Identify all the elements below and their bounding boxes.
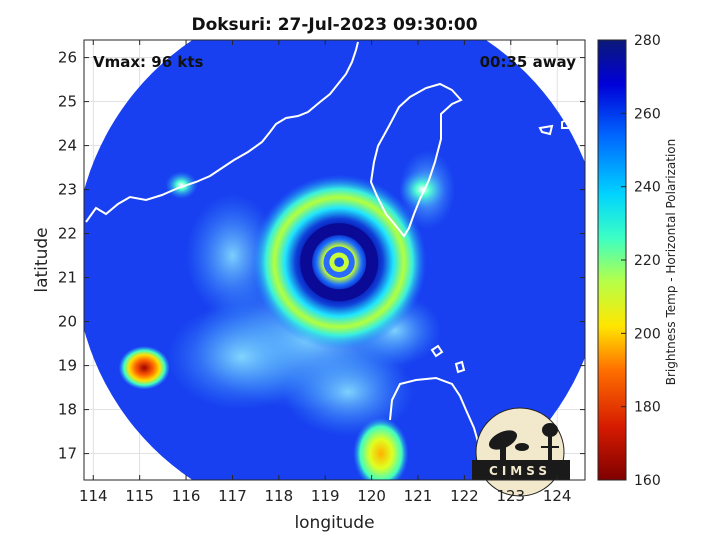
colorbar-tick-label: 260 [634,106,661,122]
y-tick-label: 20 [58,313,77,331]
y-tick-label: 19 [58,357,77,375]
x-axis-ticks: 114 115 116 117 118 119 120 121 122 123 124 [79,40,572,505]
small-island-1 [430,344,444,358]
dish-stand [500,444,506,460]
x-tick-label: 114 [79,487,108,505]
moat-ring [300,223,379,302]
x-tick-label: 117 [218,487,247,505]
satellite-dish-icon [488,430,529,460]
x-tick-label: 118 [265,487,294,505]
cimss-logo-text: CIMSS [489,464,551,478]
y-tick-label: 17 [58,445,77,463]
x-tick-label: 119 [311,487,340,505]
plot-area: CIMSS Vmax: 96 kts 00:35 away [83,39,586,497]
dish-small [515,443,529,451]
storm-eye [334,257,345,268]
convective-cell-coast [165,171,198,200]
y-axis-ticks: 17 18 19 20 21 22 23 24 25 26 [58,49,585,463]
y-tick-label: 26 [58,49,77,67]
convective-cell-south-china-sea [118,346,170,390]
x-tick-label: 120 [357,487,386,505]
colorbar-tick-label: 220 [634,253,661,269]
colorbar-ticks: 160 180 200 220 240 260 280 [621,33,661,489]
small-island-2 [454,360,466,374]
colorbar: 160 180 200 220 240 260 280 Brightness Temp - … [597,33,678,489]
china-coastline [85,41,359,223]
x-tick-label: 116 [172,487,201,505]
vmax-label: Vmax: 96 kts [93,53,203,71]
colorbar-tick-label: 200 [634,326,661,342]
rainband [167,304,316,410]
y-tick-label: 21 [58,269,77,287]
small-island-4 [561,116,574,129]
microwave-swath [84,40,585,480]
colorbar-tick-label: 240 [634,180,661,196]
rainband-taiwan [399,169,446,210]
colorbar-tick-label: 180 [634,400,661,416]
y-tick-label: 25 [58,93,77,111]
colorbar-tick-label: 160 [634,473,661,489]
colorbar-label: Brightness Temp - Horizontal Polarizatio… [664,139,678,386]
cimss-logo-band [472,460,570,480]
dish-bowl [488,430,518,450]
y-axis-label: latitude [32,227,52,292]
luzon-coastline [389,376,479,443]
y-tick-label: 18 [58,401,77,419]
x-tick-label: 124 [543,487,572,505]
plot-frame [83,39,586,481]
tower-tank [542,423,558,437]
y-tick-label: 23 [58,181,77,199]
x-axis-label: longitude [294,513,374,533]
y-tick-label: 24 [58,137,77,155]
colorbar-tick-label: 280 [634,33,661,49]
coastlines [85,41,574,443]
taiwan-coastline [369,82,463,238]
rainband [283,348,414,436]
small-island-3 [538,124,554,136]
x-tick-label: 123 [496,487,525,505]
y-tick-label: 22 [58,225,77,243]
chart-title: Doksuri: 27-Jul-2023 09:30:00 [191,15,477,35]
convective-band-luzon [353,417,409,480]
cimss-logo: CIMSS [472,407,570,497]
x-tick-label: 115 [125,487,154,505]
tower-brace [541,446,559,448]
x-tick-label: 121 [404,487,433,505]
x-tick-label: 122 [450,487,479,505]
time-away-label: 00:35 away [480,53,577,71]
water-tower-icon [541,423,559,460]
